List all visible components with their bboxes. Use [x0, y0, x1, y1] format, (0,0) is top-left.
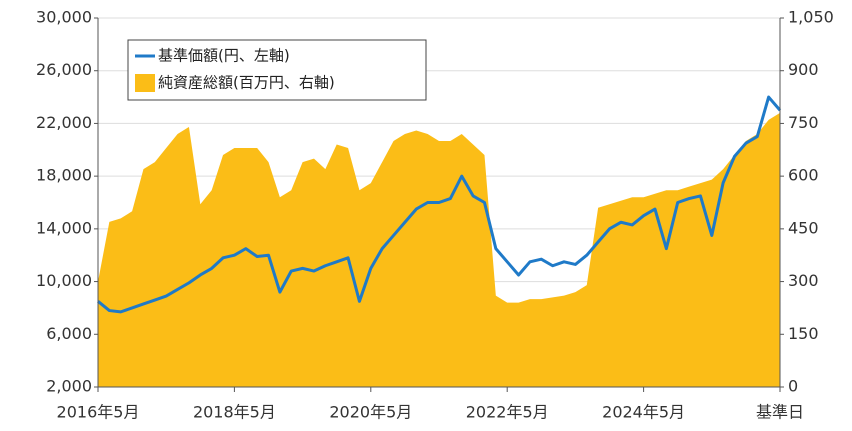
line	[97, 95, 782, 314]
y2-tick-label: 450	[788, 218, 819, 237]
legend-swatch	[135, 74, 155, 92]
x-tick-label: 2018年5月	[193, 403, 276, 422]
legend: 基準価額(円、左軸) 純資産総額(百万円、右軸)	[127, 39, 427, 101]
y-tick-label: 22,000	[36, 113, 92, 132]
y-tick-label: 10,000	[36, 271, 92, 290]
legend-box	[127, 39, 427, 101]
y-tick-label: 18,000	[36, 166, 92, 185]
y2-tick-label: 150	[788, 324, 819, 343]
x-tick-label: 2022年5月	[466, 403, 549, 422]
x-tick-label: 2016年5月	[57, 403, 140, 422]
x-tick-label: 2020年5月	[329, 403, 412, 422]
y-tick-label: 6,000	[46, 324, 92, 343]
y2-tick-label: 750	[788, 113, 819, 132]
y2-tick-label: 600	[788, 166, 819, 185]
legend-label: 純資産総額(百万円、右軸)	[158, 74, 335, 92]
plot	[97, 95, 782, 387]
y-tick-label: 2,000	[46, 377, 92, 396]
y2-tick-label: 900	[788, 60, 819, 79]
y-tick-label: 26,000	[36, 60, 92, 79]
y2-tick-label: 1,050	[788, 8, 834, 27]
y-tick-label: 14,000	[36, 218, 92, 237]
x-tick-label: 基準日	[756, 403, 804, 422]
legend-label: 基準価額(円、左軸)	[158, 47, 290, 65]
y2-tick-label: 300	[788, 271, 819, 290]
area	[98, 112, 780, 387]
x-tick-label: 2024年5月	[602, 403, 685, 422]
y2-tick-label: 0	[788, 377, 798, 396]
y-tick-label: 30,000	[36, 8, 92, 27]
